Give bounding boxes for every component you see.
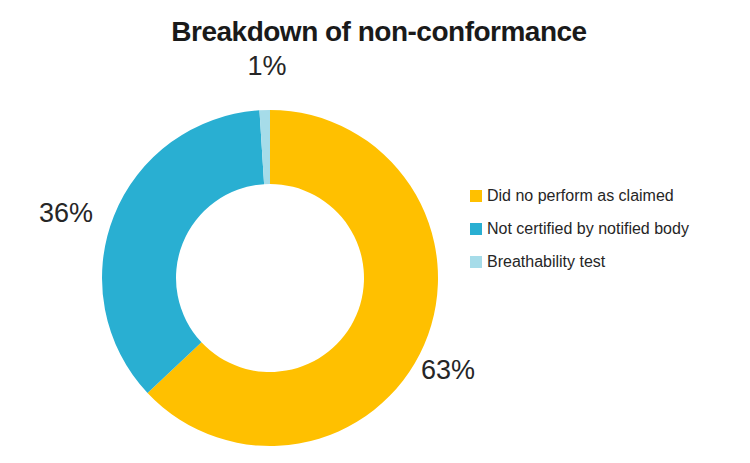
legend-marker-icon: [470, 256, 482, 268]
legend-marker-icon: [470, 223, 482, 235]
pie-slice-1: [102, 110, 264, 393]
data-label-lightblue-slice: 1%: [247, 53, 286, 80]
chart-legend: Did no perform as claimed Not certified …: [470, 185, 689, 273]
data-label-blue-slice: 36%: [39, 200, 93, 227]
legend-item-not-certified: Not certified by notified body: [470, 218, 689, 240]
legend-label: Breathability test: [487, 253, 605, 271]
legend-item-did-no-perform: Did no perform as claimed: [470, 185, 689, 207]
chart-page: { "page": { "background": "#ffffff", "te…: [0, 0, 750, 463]
legend-label: Did no perform as claimed: [487, 187, 674, 205]
legend-label: Not certified by notified body: [487, 220, 689, 238]
data-label-yellow-slice: 63%: [421, 357, 475, 384]
legend-item-breathability: Breathability test: [470, 251, 689, 273]
legend-marker-icon: [470, 190, 482, 202]
